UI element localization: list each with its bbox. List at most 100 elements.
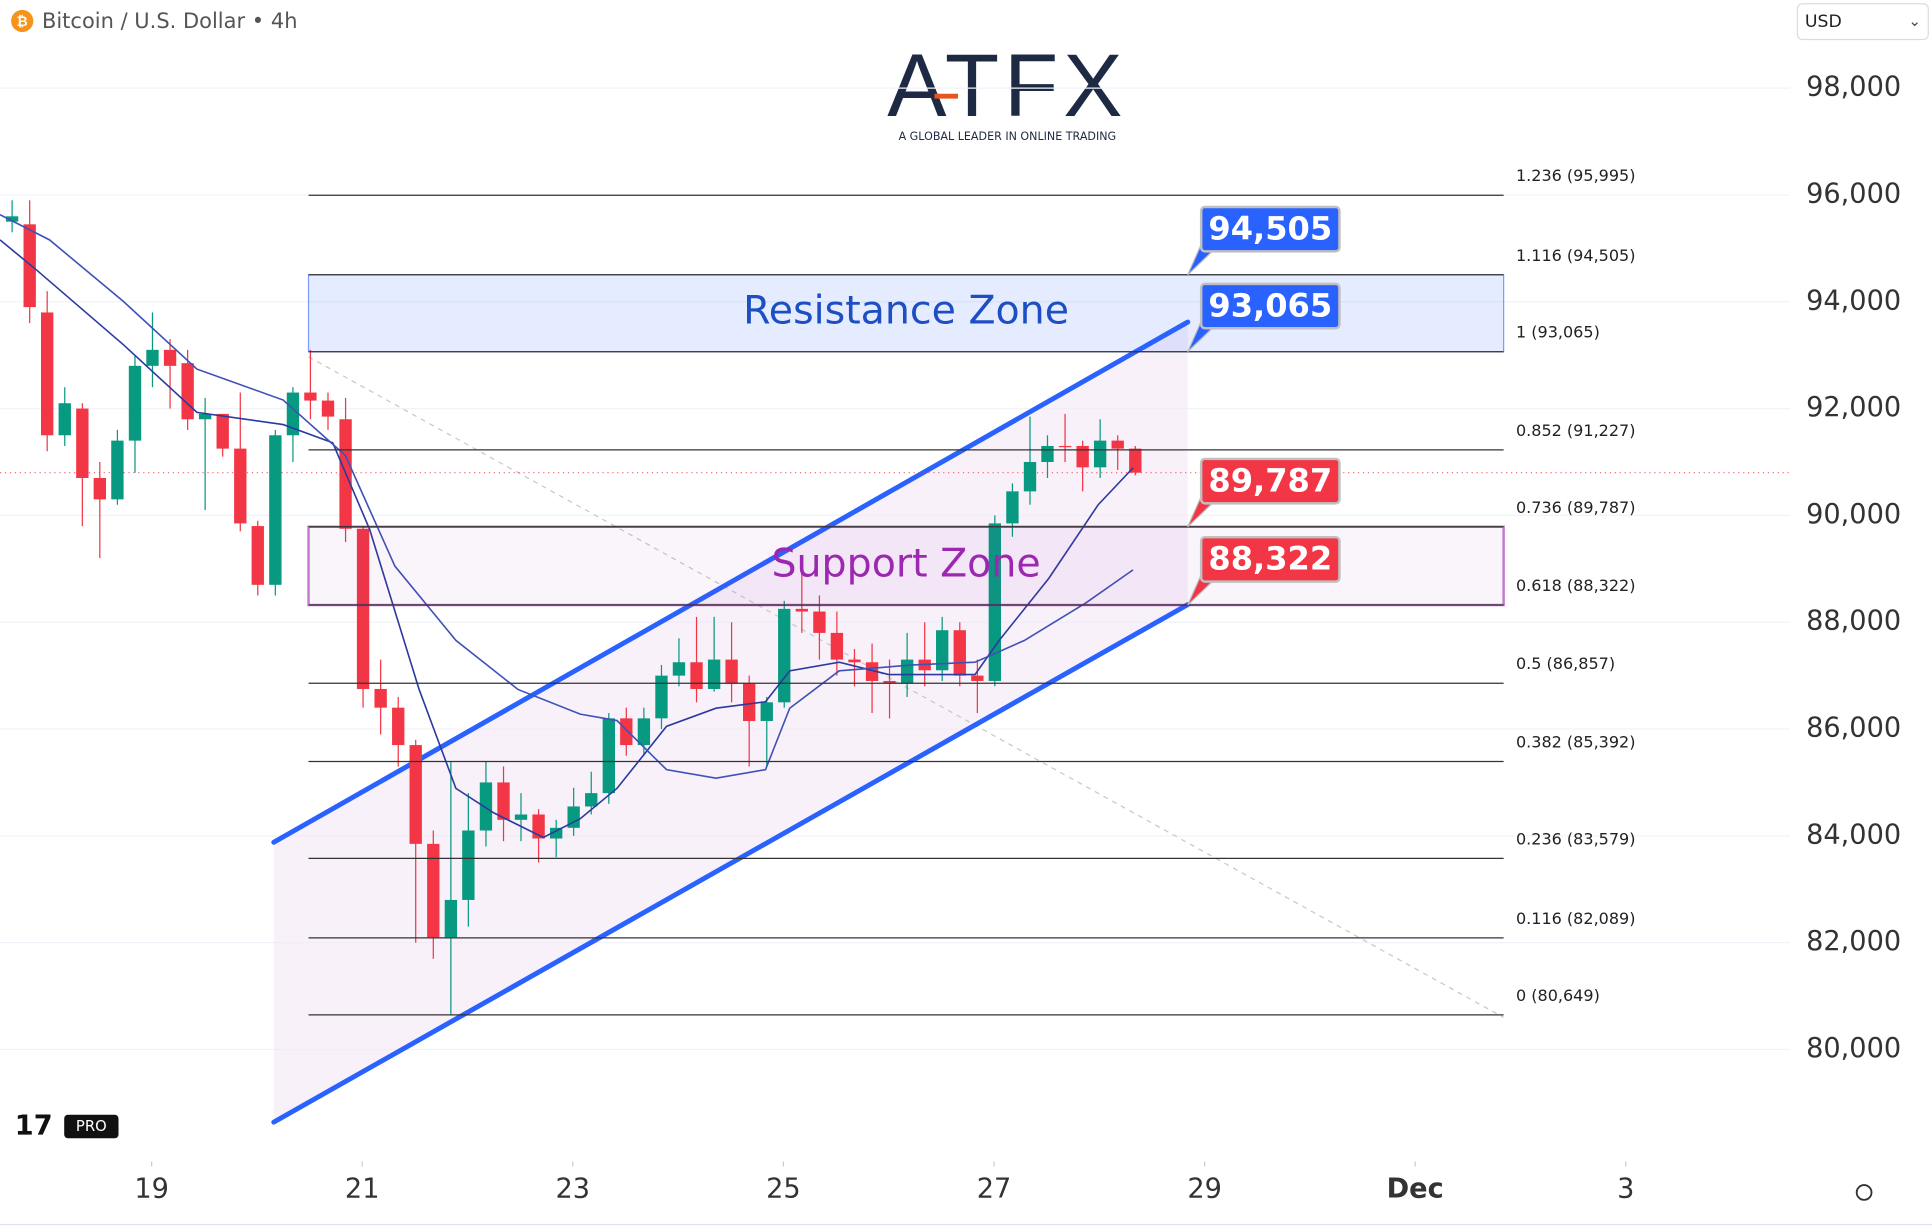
y-tick-label: 90,000 bbox=[1806, 499, 1901, 530]
currency[interactable]: USD bbox=[1805, 12, 1842, 32]
coin-icon bbox=[11, 9, 34, 33]
candle-body bbox=[514, 814, 528, 820]
candle-body bbox=[743, 683, 756, 722]
callout-label: 93,065 bbox=[1208, 286, 1332, 324]
fib-label: 0.852 (91,227) bbox=[1516, 421, 1636, 440]
candle-body bbox=[286, 392, 300, 436]
candle-body bbox=[1041, 445, 1054, 462]
candle-body bbox=[198, 413, 212, 420]
y-tick-label: 92,000 bbox=[1806, 392, 1901, 423]
y-tick-label: 86,000 bbox=[1806, 713, 1901, 744]
candle-body bbox=[585, 793, 598, 807]
y-tick-label: 88,000 bbox=[1806, 606, 1901, 637]
fib-label: 0.382 (85,392) bbox=[1516, 733, 1636, 752]
settings-icon[interactable] bbox=[1855, 1184, 1873, 1201]
callout-box bbox=[1199, 535, 1341, 583]
candle-body bbox=[602, 718, 615, 794]
callout-box bbox=[1199, 282, 1341, 330]
moving-average bbox=[0, 213, 1134, 779]
coin-symbol: ₿ bbox=[17, 14, 28, 30]
candle-body bbox=[1006, 491, 1019, 524]
candle-body bbox=[93, 478, 106, 500]
candle-body bbox=[830, 632, 844, 660]
candle-body bbox=[1076, 445, 1089, 468]
candle-body bbox=[163, 349, 177, 366]
candle-body bbox=[269, 435, 282, 585]
candle-body bbox=[497, 782, 510, 820]
candle-body bbox=[76, 408, 89, 479]
channel-fill bbox=[273, 322, 1188, 1123]
candle-body bbox=[23, 224, 36, 308]
y-tick-label: 84,000 bbox=[1806, 819, 1901, 850]
zone-label: Support Zone bbox=[771, 540, 1040, 586]
candle-body bbox=[111, 440, 124, 500]
candle-body bbox=[795, 608, 809, 612]
candle-body bbox=[848, 659, 861, 663]
x-tick-label: 27 bbox=[977, 1174, 1012, 1205]
fib-label: 0 (80,649) bbox=[1516, 986, 1600, 1005]
dropdown-arrow[interactable]: ⌄ bbox=[1909, 13, 1921, 30]
callout-label: 94,505 bbox=[1208, 209, 1332, 247]
candle-body bbox=[1058, 445, 1072, 448]
currency-box[interactable] bbox=[1796, 3, 1929, 41]
x-tick-label: 3 bbox=[1617, 1174, 1634, 1205]
symbol-header: Bitcoin / U.S. Dollar • 4h bbox=[42, 9, 298, 33]
candle-body bbox=[620, 718, 633, 746]
y-tick-label: 98,000 bbox=[1806, 72, 1901, 103]
brand-tagline: A GLOBAL LEADER IN ONLINE TRADING bbox=[899, 130, 1117, 143]
candle-body bbox=[304, 392, 317, 401]
plot-area bbox=[0, 87, 1791, 1125]
fib-label: 1.116 (94,505) bbox=[1516, 246, 1636, 265]
tv-logo: 17 bbox=[15, 1111, 53, 1142]
separator: • bbox=[245, 9, 271, 33]
moving-average bbox=[0, 239, 1134, 839]
candle-body bbox=[760, 702, 773, 722]
symbol-title: Bitcoin / U.S. Dollar bbox=[42, 9, 246, 33]
brand-logo: ATFX bbox=[887, 36, 1127, 135]
candle-body bbox=[550, 827, 563, 839]
candle-body bbox=[637, 718, 651, 746]
candle-body bbox=[971, 675, 984, 681]
candle-body bbox=[778, 608, 791, 703]
candle-body bbox=[655, 675, 668, 719]
candle-body bbox=[479, 782, 493, 831]
x-tick-label: 29 bbox=[1187, 1174, 1222, 1205]
interval: 4h bbox=[271, 9, 298, 33]
fib-label: 0.116 (82,089) bbox=[1516, 909, 1636, 928]
y-tick-label: 80,000 bbox=[1806, 1033, 1901, 1064]
callout-label: 88,322 bbox=[1208, 540, 1332, 578]
candle-body bbox=[725, 659, 738, 684]
candle-body bbox=[5, 216, 19, 222]
candle-body bbox=[1129, 448, 1142, 473]
fib-label: 0.618 (88,322) bbox=[1516, 576, 1636, 595]
candle-body bbox=[883, 680, 896, 684]
x-tick-label: 21 bbox=[345, 1174, 380, 1205]
fib-label: 1 (93,065) bbox=[1516, 323, 1600, 342]
candle-body bbox=[567, 806, 580, 828]
candle-body bbox=[1023, 461, 1037, 492]
y-tick-label: 82,000 bbox=[1806, 926, 1901, 957]
candle-body bbox=[1093, 440, 1107, 468]
candle-body bbox=[813, 611, 826, 633]
trendline bbox=[308, 356, 1504, 1018]
candle-body bbox=[251, 526, 264, 585]
candle-body bbox=[216, 413, 229, 449]
fib-label: 0.236 (83,579) bbox=[1516, 829, 1636, 848]
candle-body bbox=[707, 659, 721, 689]
candle-body bbox=[936, 630, 949, 671]
callout-label: 89,787 bbox=[1208, 461, 1332, 499]
pro-badge bbox=[64, 1114, 119, 1139]
x-tick-label: 23 bbox=[556, 1174, 591, 1205]
candle-body bbox=[392, 707, 405, 746]
candle-body bbox=[462, 830, 475, 900]
channel-line bbox=[271, 319, 1191, 845]
candle-body bbox=[234, 448, 247, 524]
candle-body bbox=[672, 662, 686, 676]
candle-body bbox=[181, 363, 194, 420]
y-tick-label: 94,000 bbox=[1806, 285, 1901, 316]
callout-box bbox=[1199, 457, 1341, 505]
channel-line bbox=[271, 602, 1191, 1125]
fib-label: 0.5 (86,857) bbox=[1516, 654, 1615, 673]
